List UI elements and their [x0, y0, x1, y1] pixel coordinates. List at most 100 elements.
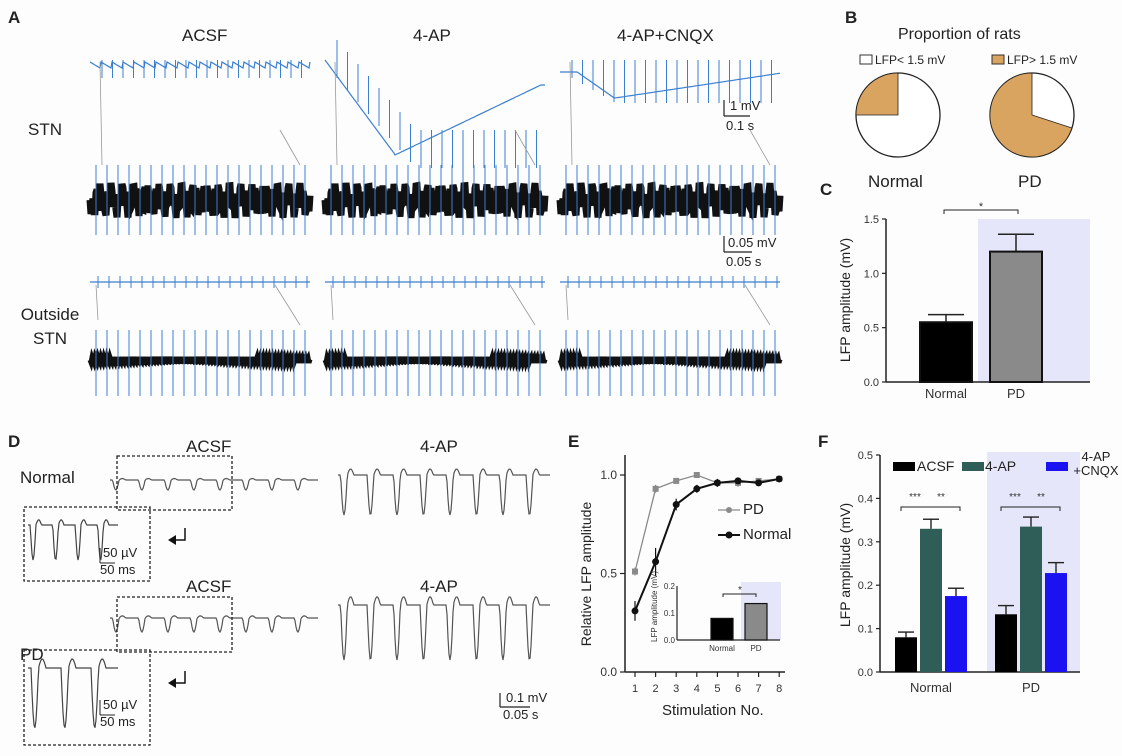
pie-label-pd: PD [1018, 172, 1042, 191]
pie-slice-gt [989, 72, 1073, 158]
zoom-line [569, 61, 573, 166]
inset-box [23, 506, 151, 582]
f-ytick-label: 0.4 [858, 493, 873, 505]
zoom-line [749, 129, 771, 166]
e-ytick-label: 0.0 [600, 665, 617, 679]
e-point-normal [693, 485, 701, 493]
f-legend-acsf: ACSF [917, 458, 955, 474]
bar-normal [919, 321, 973, 384]
e-xtick-label: 6 [735, 683, 741, 695]
panel-f-label: F [818, 432, 829, 451]
d-row-pd: PD [20, 645, 44, 664]
c-ytick-label: 1.5 [864, 214, 879, 226]
e-point-normal [631, 607, 639, 615]
d-row-normal: Normal [20, 468, 75, 487]
significance-bracket [722, 593, 757, 597]
zoom-line [99, 61, 103, 166]
c-ytick-label: 0.0 [864, 377, 879, 389]
bar-pd-2 [1045, 573, 1067, 672]
inset-ytick-label: 0.0 [664, 636, 676, 645]
stn-raw-trace [556, 181, 784, 222]
zoom-box [116, 455, 233, 511]
legend-swatch-4ap [962, 462, 984, 471]
e-point-pd [652, 485, 659, 492]
inset-ytick-label: 0.1 [664, 609, 676, 618]
d-inset2-v: 50 µV [103, 697, 138, 712]
inset-trace [28, 658, 118, 728]
f-legend-4ap: 4-AP [985, 458, 1017, 474]
inset-ylabel: LFP amplitude (mV) [650, 571, 659, 642]
e-point-normal [652, 558, 660, 566]
c-ytick-label: 0.5 [864, 323, 879, 335]
d-inset1-t: 50 ms [100, 562, 136, 577]
legend-gt: LFP> 1.5 mV [1007, 53, 1078, 67]
d-acsf-2: ACSF [186, 577, 232, 596]
e-point-normal [734, 477, 742, 485]
panel-c-label: C [820, 180, 833, 199]
scale1-t: 0.1 s [726, 118, 755, 133]
zoom-line [330, 284, 334, 321]
f-ylabel: LFP amplitude (mV) [837, 502, 853, 628]
d-acsf-1: ACSF [186, 437, 232, 456]
bar-pd [989, 250, 1043, 383]
pd-4ap-trace [338, 596, 550, 661]
significance-star: * [738, 585, 742, 596]
e-xtick-label: 2 [653, 683, 659, 695]
e-legend-marker-pd [726, 507, 732, 513]
panel-b-label: B [845, 8, 858, 27]
scale1-v: 1 mV [730, 98, 761, 113]
significance-bracket [1000, 506, 1061, 511]
col-4ap-cnqx: 4-AP+CNQX [617, 26, 714, 45]
e-ylabel: Relative LFP amplitude [578, 501, 594, 647]
f-ytick-label: 0.0 [858, 667, 873, 679]
pie-title: Proportion of rats [898, 26, 1021, 43]
row-stn: STN [28, 120, 62, 139]
c-xtick-label: PD [1007, 386, 1025, 401]
inset-bar [744, 602, 768, 641]
zoom-line [509, 284, 536, 326]
panel-d-label: D [8, 432, 21, 451]
e-xtick-label: 5 [714, 683, 720, 695]
inset-ytick-label: 0.2 [664, 582, 676, 591]
e-ytick-label: 0.5 [600, 567, 617, 581]
pie-label-normal: Normal [868, 172, 923, 191]
e-point-normal [713, 479, 721, 487]
e-legend-normal: Normal [743, 526, 792, 543]
stn-averaged-trace [560, 71, 781, 99]
inset-trace [28, 519, 118, 561]
normal-acsf-trace [110, 477, 318, 491]
d-scale-t: 0.05 s [503, 707, 539, 722]
significance-bracket [943, 209, 1019, 214]
inset-bar [710, 617, 734, 641]
significance-stars: *** [909, 492, 921, 503]
c-ylabel: LFP amplitude (mV) [837, 237, 853, 363]
d-4ap-1: 4-AP [420, 437, 458, 456]
d-scale-v: 0.1 mV [506, 690, 548, 705]
zoom-line [565, 284, 569, 321]
d-inset1-v: 50 µV [103, 545, 138, 560]
e-xtick-label: 3 [673, 683, 679, 695]
bar-normal-2 [945, 596, 967, 672]
e-xtick-label: 8 [776, 683, 782, 695]
f-xtick-label: PD [1022, 680, 1040, 695]
zoom-line [334, 61, 338, 166]
zoom-line [514, 129, 536, 166]
significance-stars: ** [937, 492, 945, 503]
e-ytick-label: 1.0 [600, 468, 617, 482]
col-4ap: 4-AP [413, 26, 451, 45]
e-xtick-label: 1 [632, 683, 638, 695]
zoom-line [274, 284, 301, 326]
e-point-pd [673, 477, 680, 484]
e-point-pd [693, 472, 700, 478]
significance-stars: *** [1009, 492, 1021, 503]
bar-normal-0 [895, 637, 917, 672]
legend-swatch-gt [991, 54, 1005, 65]
significance-bracket [900, 506, 961, 511]
e-point-normal [775, 475, 783, 483]
panel-a-label: A [8, 8, 21, 27]
stn-averaged-trace [324, 59, 545, 156]
col-acsf: ACSF [182, 26, 228, 45]
zoom-line [744, 284, 771, 326]
